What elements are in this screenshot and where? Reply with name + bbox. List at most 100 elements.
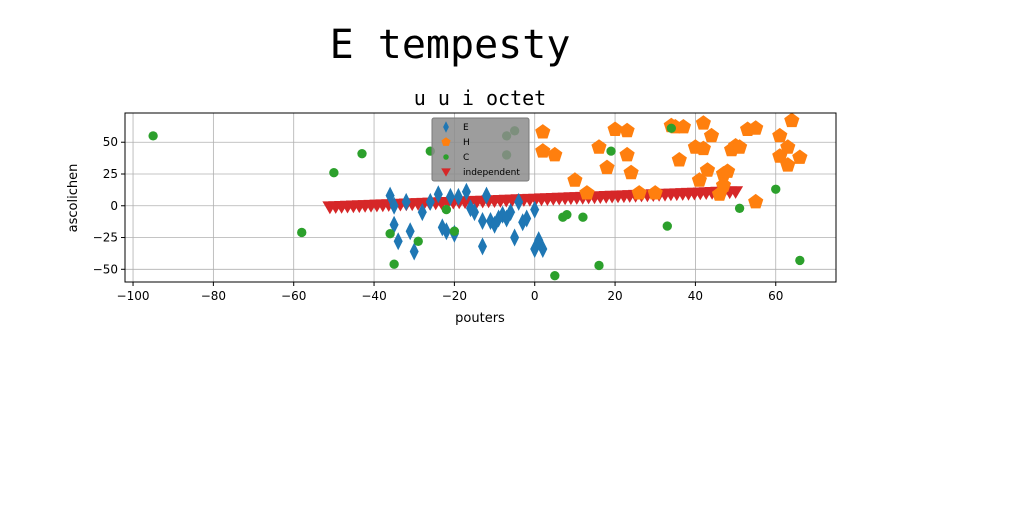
e-marker: [522, 209, 532, 228]
h-marker: [675, 119, 691, 134]
y-tick-label: 50: [103, 135, 118, 149]
legend-e-label: E: [463, 123, 469, 133]
h-marker: [732, 139, 748, 154]
y-axis-label: ascolichen: [66, 164, 81, 233]
x-tick-label: −20: [442, 289, 467, 303]
h-marker: [703, 127, 720, 143]
c-marker: [148, 131, 158, 141]
h-marker: [748, 120, 764, 135]
e-marker: [453, 187, 463, 206]
chart-title: u u i octet: [414, 86, 546, 110]
e-marker: [530, 200, 540, 219]
x-tick-label: −100: [117, 289, 150, 303]
h-marker: [784, 112, 800, 128]
h-marker: [535, 124, 551, 139]
h-marker: [792, 149, 808, 164]
c-marker: [385, 229, 395, 239]
h-marker: [623, 164, 639, 180]
c-marker: [606, 146, 616, 156]
x-tick-label: 0: [531, 289, 539, 303]
h-marker: [699, 162, 716, 177]
h-marker: [547, 146, 563, 162]
y-tick-label: −50: [93, 262, 118, 276]
h-marker: [579, 185, 595, 200]
h-marker: [719, 163, 736, 178]
c-marker: [449, 226, 460, 236]
c-marker: [594, 260, 604, 271]
h-marker: [671, 152, 687, 167]
e-marker: [466, 199, 475, 218]
h-marker: [619, 122, 635, 138]
legend-h-label: H: [463, 138, 470, 148]
legend-box: [431, 117, 530, 182]
e-marker: [417, 203, 427, 222]
h-marker: [535, 143, 551, 158]
c-marker: [357, 148, 367, 159]
e-marker: [494, 209, 504, 228]
plot-frame: [124, 112, 837, 283]
e-marker: [385, 186, 395, 205]
y-tick-label: 25: [103, 167, 118, 181]
legend-independent-marker: [441, 168, 451, 177]
x-tick-label: −80: [201, 289, 226, 303]
e-marker: [510, 228, 520, 247]
h-marker: [695, 140, 711, 156]
e-marker: [441, 222, 451, 241]
c-marker: [578, 212, 588, 222]
e-marker: [478, 237, 487, 256]
h-marker: [780, 157, 796, 172]
e-marker: [405, 222, 415, 241]
c-marker: [441, 204, 452, 215]
h-marker: [567, 172, 583, 187]
plot-markers: [148, 112, 808, 281]
e-marker: [389, 196, 399, 215]
c-marker: [389, 259, 399, 269]
e-marker: [389, 215, 399, 234]
x-tick-label: 20: [607, 289, 622, 303]
axis-ticks: −100 −80 −60 −40 −20 0 20 40 60 −50 −25 0 25 50: [93, 135, 784, 303]
h-marker: [619, 146, 635, 162]
e-marker: [409, 242, 419, 261]
y-tick-label: 0: [110, 199, 118, 213]
c-marker: [771, 184, 781, 194]
e-marker: [506, 203, 516, 222]
h-marker: [599, 159, 615, 175]
h-marker: [695, 115, 711, 130]
c-marker: [795, 255, 805, 266]
series-e: [385, 182, 548, 261]
legend-e-marker: [443, 121, 449, 133]
e-marker: [401, 192, 411, 211]
c-marker: [666, 123, 676, 133]
e-marker: [433, 185, 443, 204]
h-marker: [631, 185, 647, 200]
h-marker: [647, 185, 663, 200]
legend-independent-label: independent: [463, 168, 520, 178]
e-marker: [514, 192, 524, 211]
x-tick-label: −40: [361, 289, 386, 303]
legend-c-label: C: [463, 153, 469, 163]
e-marker: [425, 192, 435, 211]
e-marker: [538, 240, 548, 258]
legend-h-marker: [441, 137, 451, 146]
x-axis-label: pouters: [455, 311, 505, 326]
c-marker: [662, 221, 672, 231]
c-marker: [734, 203, 745, 213]
e-marker: [478, 212, 487, 230]
legend-c-marker: [443, 154, 449, 160]
c-marker: [550, 270, 560, 281]
e-marker: [461, 182, 471, 201]
c-marker: [297, 227, 307, 238]
h-marker: [591, 139, 607, 154]
e-marker: [482, 186, 491, 205]
h-marker: [780, 139, 796, 154]
h-marker: [607, 121, 623, 136]
e-marker: [393, 232, 403, 251]
h-marker: [715, 177, 732, 192]
c-marker: [329, 168, 339, 178]
x-tick-label: 40: [688, 289, 703, 303]
x-tick-label: −60: [281, 289, 306, 303]
e-marker: [445, 187, 455, 206]
figure-suptitle: E tempesty: [330, 22, 571, 68]
